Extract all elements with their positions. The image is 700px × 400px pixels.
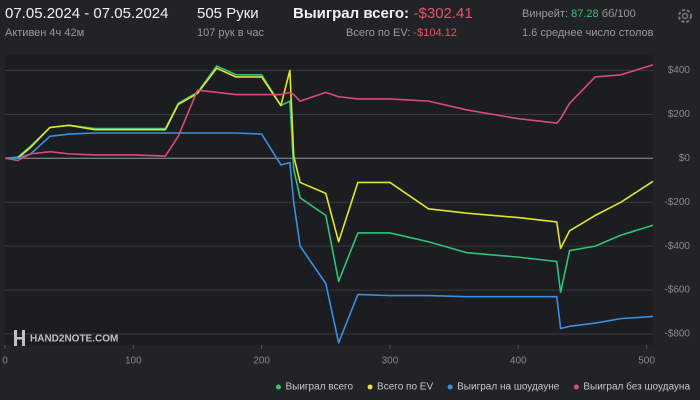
watermark-text: HAND2NOTE.COM <box>30 334 118 345</box>
y-tick-label: -$200 <box>664 197 690 208</box>
legend: Выиграл всего Всего по EV Выиграл на шоуда… <box>275 381 690 393</box>
legend-label: Выиграл на шоудауне <box>457 382 560 393</box>
series-line <box>4 65 654 294</box>
gear-hub <box>681 12 689 20</box>
tables: 1.6 среднее число столов <box>522 27 654 39</box>
series-line <box>4 64 654 162</box>
won-total-label: Выиграл всего: <box>293 5 409 22</box>
legend-marker <box>275 384 281 390</box>
won-total-value: -$302.41 <box>414 5 473 22</box>
hands: 505 Руки <box>197 5 259 22</box>
gear <box>678 9 692 23</box>
x-tick-label: 300 <box>382 356 399 367</box>
date-range: 07.05.2024 - 07.05.2024 <box>5 5 168 22</box>
watermark: HAND2NOTE.COM <box>14 330 118 346</box>
winrate: Винрейт: 87.28 бб/100 <box>522 8 636 20</box>
y-tick-label: -$800 <box>664 329 690 340</box>
y-tick-label: -$600 <box>664 285 690 296</box>
y-tick-label: -$400 <box>664 241 690 252</box>
won-total: Выиграл всего: -$302.41 <box>293 5 473 22</box>
active-time: Активен 4ч 42м <box>5 27 84 39</box>
series-line <box>5 132 654 344</box>
x-tick-label: 500 <box>638 356 655 367</box>
logo-bar <box>14 337 25 340</box>
winrate-label: Винрейт: <box>522 8 568 20</box>
legend-marker <box>447 384 453 390</box>
ev-value: -$104.12 <box>413 27 456 39</box>
y-tick-label: $400 <box>668 65 691 76</box>
settings-icon[interactable] <box>678 9 692 23</box>
legend-label: Выиграл всего <box>285 382 353 393</box>
legend-label: Всего по EV <box>377 382 433 393</box>
legend-marker <box>367 384 373 390</box>
winrate-value: 87.28 <box>571 8 599 20</box>
series-line <box>5 67 654 250</box>
y-tick-label: $200 <box>668 109 691 120</box>
legend-marker <box>573 384 579 390</box>
ev-label: Всего по EV: <box>346 27 410 39</box>
x-tick-label: 400 <box>510 356 527 367</box>
legend-label: Выиграл без шоудауна <box>583 381 690 393</box>
x-tick-label: 200 <box>253 356 270 367</box>
ev-total: Всего по EV: -$104.12 <box>346 27 457 39</box>
x-tick-label: 100 <box>125 356 142 367</box>
plot: $400 $200 $0 -$200 -$400 -$600 -$800 0 100 200 300… <box>2 55 690 367</box>
winrate-unit: бб/100 <box>602 8 636 20</box>
x-tick-label: 0 <box>2 356 8 367</box>
hands-per-hour: 107 рук в час <box>197 27 265 39</box>
y-tick-label: $0 <box>679 153 691 164</box>
